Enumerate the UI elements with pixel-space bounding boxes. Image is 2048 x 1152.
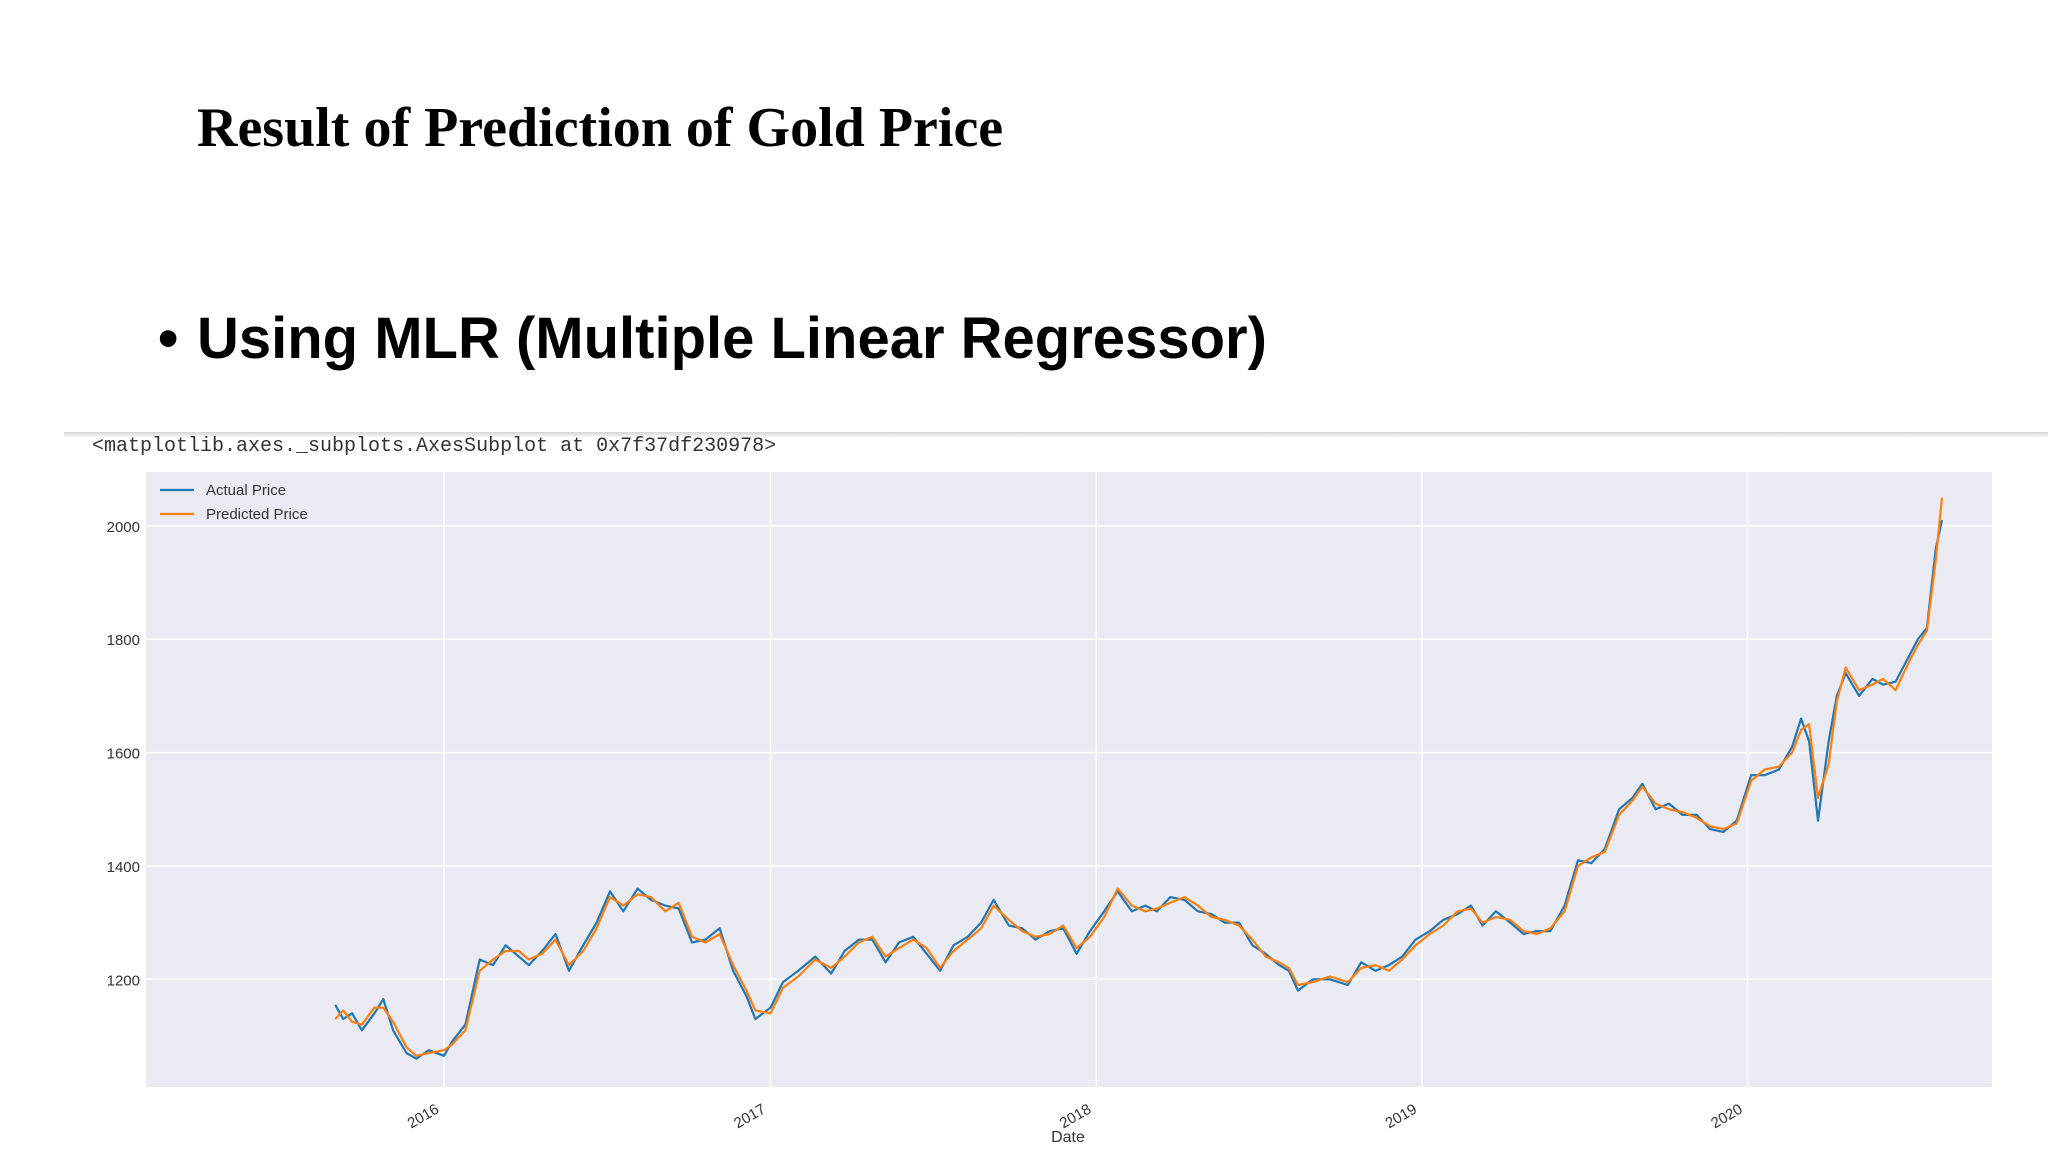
bullet-dot-icon: • <box>158 306 179 371</box>
legend: Actual Price Predicted Price <box>160 482 308 523</box>
y-tick-label: 1800 <box>107 632 140 649</box>
x-tick-label: 2016 <box>405 1101 442 1132</box>
grid-lines <box>146 472 1992 1087</box>
x-tick-label: 2017 <box>731 1101 768 1132</box>
divider <box>64 432 2048 438</box>
series-lines <box>334 497 1944 1060</box>
x-tick-label: 2018 <box>1057 1101 1094 1132</box>
legend-label: Predicted Price <box>206 506 308 523</box>
y-tick-label: 1400 <box>107 859 140 876</box>
y-tick-label: 2000 <box>107 519 140 536</box>
y-tick-label: 1600 <box>107 746 140 763</box>
slide-title: Result of Prediction of Gold Price <box>197 97 1004 159</box>
plot-area <box>146 472 1992 1087</box>
axes-repr-text: <matplotlib.axes._subplots.AxesSubplot a… <box>92 435 777 458</box>
x-tick-label: 2019 <box>1382 1101 1419 1132</box>
x-axis-label: Date <box>1051 1129 1085 1146</box>
series-line-actual-price <box>334 519 1944 1060</box>
x-tick-label: 2020 <box>1708 1101 1745 1132</box>
legend-label: Actual Price <box>206 482 286 499</box>
y-tick-label: 1200 <box>107 972 140 989</box>
series-line-predicted-price <box>334 497 1944 1057</box>
bullet-item: • Using MLR (Multiple Linear Regressor) <box>158 305 1267 372</box>
bullet-text: Using MLR (Multiple Linear Regressor) <box>197 306 1267 371</box>
